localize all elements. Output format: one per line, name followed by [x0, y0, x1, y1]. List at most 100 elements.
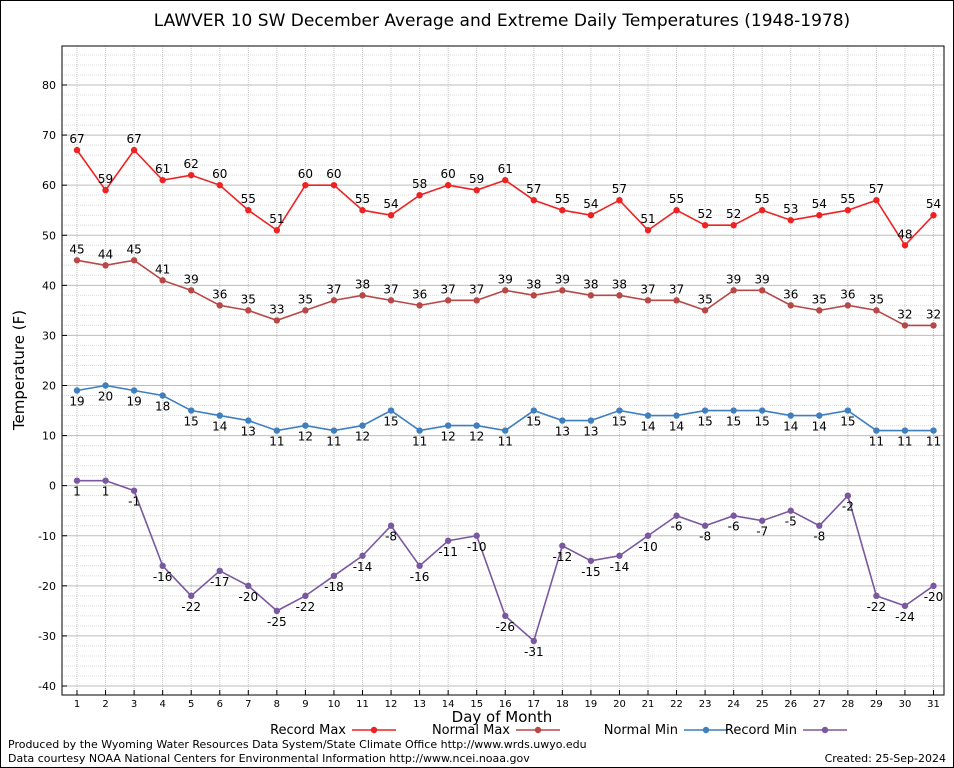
- normal-max-point: [159, 277, 166, 284]
- x-tick-label: 27: [813, 699, 826, 710]
- record-max-value-label: 59: [98, 172, 113, 186]
- normal-max-value-label: 39: [726, 272, 741, 286]
- record-min-value-label: -5: [785, 515, 797, 529]
- plot-area: [62, 46, 944, 695]
- record-min-value-label: -8: [813, 530, 825, 544]
- record-min-point: [616, 552, 623, 559]
- record-min-value-label: -7: [756, 525, 768, 539]
- record-max-point: [159, 176, 166, 184]
- x-tick-label: 3: [131, 699, 137, 710]
- record-max-point: [216, 181, 223, 189]
- plot-border: [61, 45, 945, 696]
- record-min-point: [216, 567, 223, 575]
- record-min-value-label: -2: [842, 500, 854, 514]
- record-max-point: [130, 146, 138, 154]
- record-max-point: [245, 207, 252, 214]
- normal-max-point: [844, 302, 852, 309]
- y-tick-label: 50: [42, 229, 56, 242]
- record-min-point: [759, 517, 766, 524]
- normal-min-value-label: 11: [897, 435, 912, 449]
- normal-max-point: [387, 297, 395, 304]
- record-max-value-label: 57: [612, 182, 627, 196]
- normal-min-value-label: 15: [383, 415, 398, 429]
- produced-by-credit: Produced by the Wyoming Water Resources …: [8, 738, 587, 751]
- normal-max-point: [616, 292, 623, 299]
- normal-min-point: [444, 422, 452, 429]
- normal-max-value-label: 37: [383, 282, 398, 296]
- record-max-value-label: 51: [269, 212, 284, 226]
- normal-min-point: [901, 427, 909, 434]
- x-tick-label: 15: [470, 699, 483, 710]
- record-min-point: [787, 507, 794, 514]
- record-min-value-label: -10: [467, 540, 487, 554]
- normal-max-value-label: 35: [697, 292, 712, 306]
- record-max-value-label: 51: [640, 212, 655, 226]
- normal-min-point: [673, 412, 680, 419]
- x-tick-label: 13: [413, 699, 426, 710]
- normal-min-value-label: 15: [840, 415, 855, 429]
- normal-max-value-label: 39: [498, 272, 513, 286]
- record-max-point: [701, 222, 709, 229]
- normal-min-value-label: 14: [669, 420, 684, 434]
- record-min-value-label: -11: [438, 545, 458, 559]
- legend-label-normal-max: Normal Max: [432, 723, 510, 738]
- normal-max-value-label: 36: [840, 287, 855, 301]
- normal-max-value-label: 32: [926, 307, 941, 321]
- normal-min-point: [844, 407, 852, 414]
- record-max-value-label: 61: [498, 162, 513, 176]
- normal-min-value-label: 11: [326, 435, 341, 449]
- normal-min-value-label: 13: [583, 425, 598, 439]
- record-min-value-label: -20: [238, 590, 258, 604]
- legend: Record Max Normal Max Normal Min Record Min: [270, 723, 847, 738]
- normal-min-value-label: 14: [640, 420, 655, 434]
- normal-max-point: [816, 307, 823, 314]
- normal-max-point: [473, 297, 480, 304]
- record-max-value-label: 60: [298, 167, 313, 181]
- record-min-value-label: -22: [867, 600, 887, 614]
- legend-marker-normal-min: [702, 726, 710, 734]
- normal-max-point: [530, 292, 537, 299]
- record-max-point: [530, 196, 537, 204]
- normal-max-point: [102, 262, 109, 269]
- record-min-value-label: -15: [581, 565, 601, 579]
- x-tick-label: 30: [899, 699, 912, 710]
- record-max-value-label: 55: [840, 192, 855, 206]
- normal-max-value-label: 36: [212, 287, 227, 301]
- record-min-value-label: -8: [385, 530, 397, 544]
- record-max-point: [444, 181, 452, 189]
- y-tick-label: 10: [42, 430, 56, 443]
- record-min-point: [188, 592, 195, 600]
- normal-max-value-label: 38: [583, 277, 598, 291]
- record-min-point: [159, 562, 166, 569]
- record-max-value-label: 62: [184, 157, 199, 171]
- record-min-point: [273, 607, 281, 615]
- normal-min-point: [530, 407, 537, 414]
- record-min-point: [930, 582, 937, 590]
- normal-max-point: [701, 307, 709, 314]
- normal-min-point: [616, 407, 623, 414]
- normal-min-point: [559, 417, 566, 424]
- record-min-point: [873, 592, 880, 600]
- normal-min-value-label: 11: [869, 435, 884, 449]
- normal-min-value-label: 15: [755, 415, 770, 429]
- record-max-point: [644, 227, 652, 234]
- normal-max-point: [502, 287, 509, 294]
- record-max-point: [730, 222, 737, 229]
- normal-max-point: [930, 322, 937, 329]
- normal-min-value-label: 13: [555, 425, 570, 439]
- x-tick-label: 1: [74, 699, 80, 710]
- normal-max-point: [245, 307, 252, 314]
- normal-min-point: [930, 427, 937, 434]
- normal-min-point: [216, 412, 223, 419]
- normal-max-point: [359, 292, 366, 299]
- normal-min-point: [159, 392, 166, 399]
- normal-min-point: [873, 427, 880, 434]
- normal-min-value-label: 11: [926, 435, 941, 449]
- x-tick-label: 19: [585, 699, 598, 710]
- y-tick-label: 70: [42, 129, 56, 142]
- record-max-value-label: 60: [441, 167, 456, 181]
- record-max-point: [416, 191, 423, 199]
- record-max-value-label: 55: [755, 192, 770, 206]
- record-max-value-label: 67: [126, 132, 141, 146]
- y-tick-label: -10: [38, 530, 56, 543]
